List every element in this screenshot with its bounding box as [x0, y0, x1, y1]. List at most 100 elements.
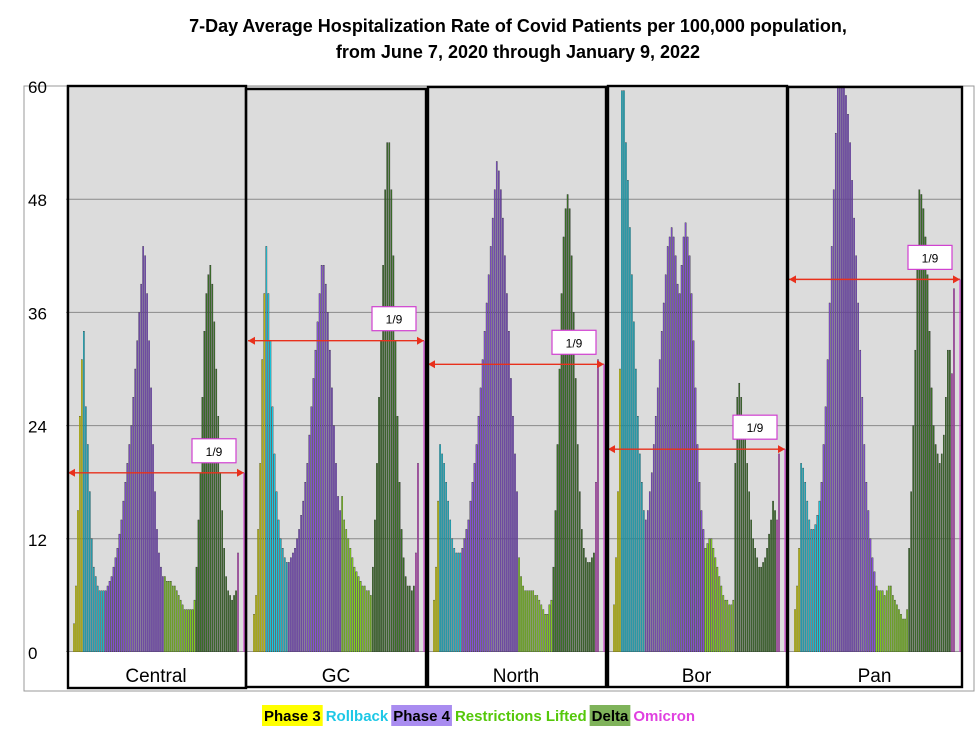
y-tick-label: 48 — [28, 191, 47, 210]
bar — [100, 590, 103, 653]
bar — [826, 359, 829, 653]
bar — [619, 368, 621, 653]
bar — [288, 562, 290, 653]
bar — [98, 590, 101, 653]
bar — [625, 142, 627, 653]
bar — [690, 293, 693, 653]
bar — [849, 142, 851, 653]
bar — [404, 576, 407, 653]
bar — [231, 599, 233, 653]
bar — [654, 415, 657, 653]
bar — [570, 255, 573, 653]
bar — [678, 293, 681, 653]
legend: Phase 3 Rollback Phase 4 Restrictions Lifte… — [262, 705, 698, 726]
bar — [314, 349, 317, 653]
bar — [329, 349, 331, 653]
bar — [467, 519, 470, 653]
bar — [532, 590, 535, 653]
bar — [837, 85, 839, 653]
bar — [331, 387, 333, 653]
bar — [197, 519, 200, 653]
bar — [187, 609, 190, 653]
bar — [754, 548, 756, 653]
bar — [881, 590, 884, 653]
bar — [179, 599, 182, 653]
bar — [221, 510, 223, 653]
bar — [181, 604, 184, 653]
bar — [528, 590, 530, 653]
bar — [841, 85, 843, 653]
bar — [447, 500, 449, 653]
bar — [772, 500, 774, 653]
bar — [863, 444, 866, 653]
bar — [75, 585, 77, 653]
bar — [189, 609, 192, 653]
legend-swatch — [323, 705, 391, 726]
bar — [540, 604, 543, 653]
bar — [300, 515, 302, 653]
bar — [550, 599, 553, 653]
bar — [269, 340, 272, 653]
bar — [627, 180, 629, 653]
y-tick-label: 60 — [28, 78, 47, 97]
bar — [437, 500, 439, 653]
arrowhead-left — [608, 445, 615, 454]
bar — [824, 406, 827, 653]
bar — [896, 604, 898, 653]
bar — [524, 590, 526, 653]
bar — [500, 189, 502, 653]
bar — [916, 265, 919, 653]
bar — [152, 444, 154, 653]
bar — [949, 349, 951, 653]
bar — [357, 576, 360, 653]
bar — [770, 519, 772, 653]
bar — [668, 236, 671, 653]
bar — [441, 453, 443, 653]
panel-bars — [433, 161, 599, 653]
bar — [510, 378, 512, 653]
legend-label: Restrictions Lifted — [455, 708, 587, 725]
bar — [760, 566, 762, 653]
bar — [932, 425, 935, 653]
bar — [552, 566, 555, 653]
bar — [764, 557, 766, 653]
bar — [491, 217, 494, 653]
panel-bars — [613, 90, 780, 653]
bar — [796, 585, 798, 653]
bar — [413, 585, 415, 653]
bar — [865, 482, 868, 653]
bar — [684, 222, 687, 653]
bar — [859, 349, 862, 653]
bar — [283, 557, 286, 653]
bar — [631, 274, 633, 653]
bar — [851, 180, 853, 653]
bar — [263, 293, 266, 653]
bar — [748, 491, 750, 653]
bar — [324, 283, 327, 653]
bar — [343, 519, 346, 653]
bar — [506, 293, 508, 653]
bar — [304, 482, 307, 653]
bar — [396, 415, 399, 653]
bar — [81, 359, 83, 653]
bar — [776, 519, 778, 653]
bar — [219, 472, 222, 653]
bar — [750, 519, 752, 653]
bar — [726, 599, 729, 653]
bar — [168, 581, 170, 653]
bar — [902, 618, 904, 653]
bar — [126, 463, 129, 653]
y-tick-label: 0 — [28, 644, 37, 663]
bar — [345, 529, 348, 653]
bar — [828, 302, 831, 653]
bar — [534, 595, 537, 653]
bar — [892, 595, 894, 653]
bar — [934, 444, 937, 653]
bar — [402, 557, 405, 653]
bar — [845, 95, 847, 653]
bar — [800, 463, 802, 653]
panel-name: Central — [125, 666, 186, 687]
bar — [875, 585, 878, 653]
bar — [574, 378, 577, 653]
bar — [148, 340, 150, 653]
